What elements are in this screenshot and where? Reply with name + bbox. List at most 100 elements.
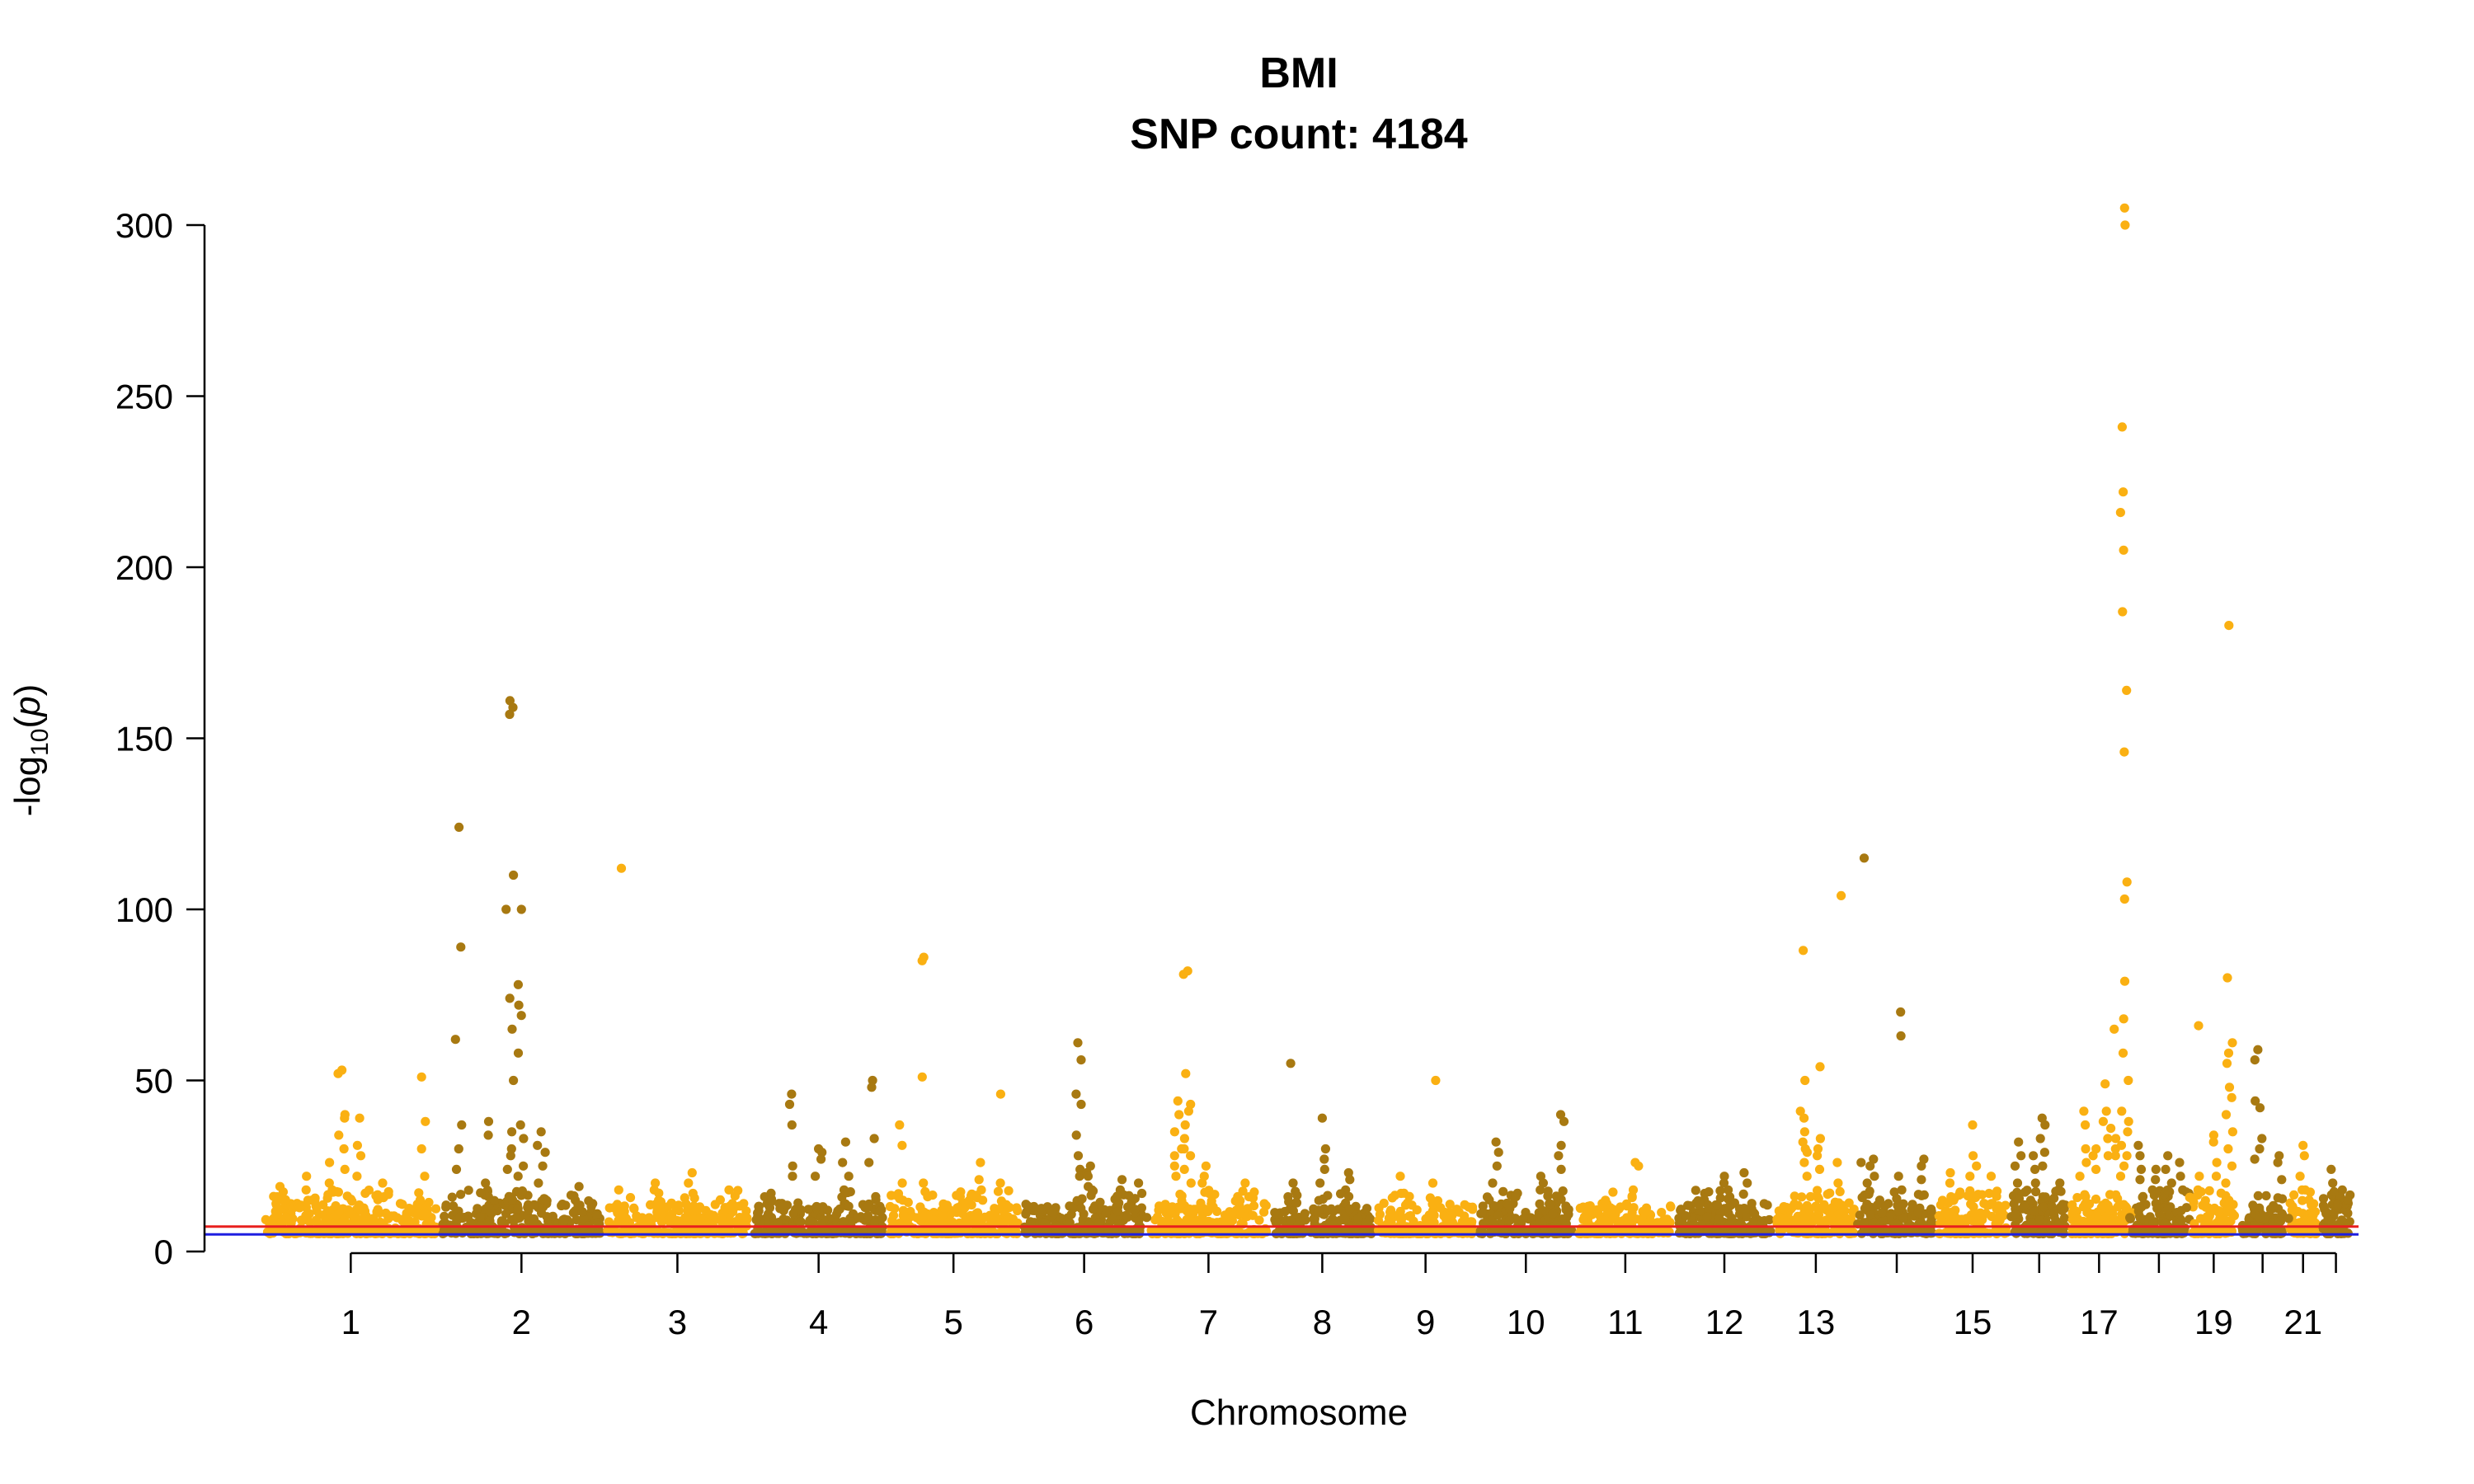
snp-point [1968,1202,1978,1212]
snp-point [1493,1210,1503,1220]
snp-point [739,1212,749,1222]
peak-point [450,1035,460,1045]
snp-point [415,1195,426,1205]
y-tick-label: 50 [134,1062,173,1101]
peak-point [2299,1151,2309,1161]
snp-point [764,1209,774,1219]
snp-point [1023,1201,1032,1211]
peak-point [1186,1151,1196,1161]
peak-point [2151,1175,2161,1185]
snp-point [1639,1207,1649,1217]
snp-point [893,1189,904,1199]
snp-point [2138,1192,2147,1202]
peak-point [506,1144,516,1154]
peak-point [2224,621,2234,631]
snp-point [751,1214,761,1225]
snp-point [529,1200,539,1209]
peak-point [917,1072,927,1082]
snp-point [456,1190,466,1200]
snp-point [559,1216,569,1226]
peak-point [1075,1172,1084,1181]
snp-point [1772,1214,1782,1224]
snp-point [1979,1199,1989,1209]
snp-point [903,1197,913,1207]
peak-point [1186,1178,1196,1188]
snp-point [1432,1195,1443,1206]
peak-point [614,1185,623,1195]
peak-point [2257,1134,2267,1144]
peak-point [2212,1158,2222,1167]
snp-point [2219,1198,2229,1208]
peak-point [897,1178,907,1188]
snp-point [793,1198,803,1208]
snp-point [1326,1204,1336,1214]
snp-point [2162,1205,2172,1214]
peak-point [687,1167,697,1178]
snp-point [1987,1199,1997,1209]
snp-point [410,1217,420,1227]
snp-point [766,1197,776,1207]
peak-point [2223,1048,2234,1058]
peak-point [1799,1113,1809,1123]
snp-point [2001,1228,2011,1237]
peak-point [1345,1175,1355,1185]
snp-point [1558,1186,1568,1196]
snp-point [1065,1218,1075,1228]
snp-point [795,1217,806,1227]
snp-point [1943,1210,1953,1220]
y-tick-label: 100 [115,890,173,929]
snp-point [1141,1213,1152,1223]
y-axis-label-close: ) [7,684,48,697]
peak-point [533,1140,543,1150]
peak-point [995,1178,1005,1188]
peak-point [339,1144,349,1154]
peak-point [506,1151,515,1161]
peak-point [2227,1127,2237,1137]
peak-point [2111,1134,2121,1144]
snp-point [593,1218,603,1228]
peak-point [1802,1148,1812,1158]
snp-point [2162,1186,2172,1195]
snp-point [1893,1206,1903,1216]
snp-point [929,1228,939,1238]
peak-point [1917,1175,1926,1185]
peak-point [501,904,511,914]
peak-point [1181,1068,1191,1078]
peak-point [1071,1130,1081,1140]
peak-point [1799,1127,1809,1137]
peak-point [2030,1178,2040,1188]
peak-point [1320,1144,1330,1154]
peak-point [724,1185,734,1195]
x-tick-label: 7 [1199,1303,1218,1341]
snp-point [1124,1190,1134,1200]
snp-point [1789,1215,1799,1225]
snp-point [513,1204,523,1214]
snp-point [447,1192,457,1202]
snp-point [542,1212,552,1222]
snp-point [2067,1208,2077,1218]
snp-point [689,1193,699,1203]
snp-point [1291,1197,1301,1208]
peak-point [1815,1062,1825,1072]
peak-point [897,1140,907,1150]
snp-point [1810,1215,1820,1225]
snp-point [1461,1228,1472,1238]
snp-point [1155,1201,1164,1211]
snp-point [2196,1187,2206,1197]
snp-point [1254,1215,1264,1225]
peak-point [684,1178,694,1188]
snp-point [2274,1216,2284,1226]
snp-point [577,1207,587,1217]
snp-point [2261,1190,2271,1200]
peak-point [1492,1161,1502,1171]
peak-point [2081,1158,2091,1167]
peak-point [2208,1130,2218,1140]
snp-point [1926,1205,1936,1214]
x-tick-label: 4 [809,1303,828,1341]
snp-point [1451,1205,1462,1214]
snp-point [346,1210,356,1220]
snp-point [383,1186,393,1197]
snp-point [322,1206,332,1216]
snp-point [887,1215,897,1226]
x-tick-label: 2 [512,1303,531,1341]
